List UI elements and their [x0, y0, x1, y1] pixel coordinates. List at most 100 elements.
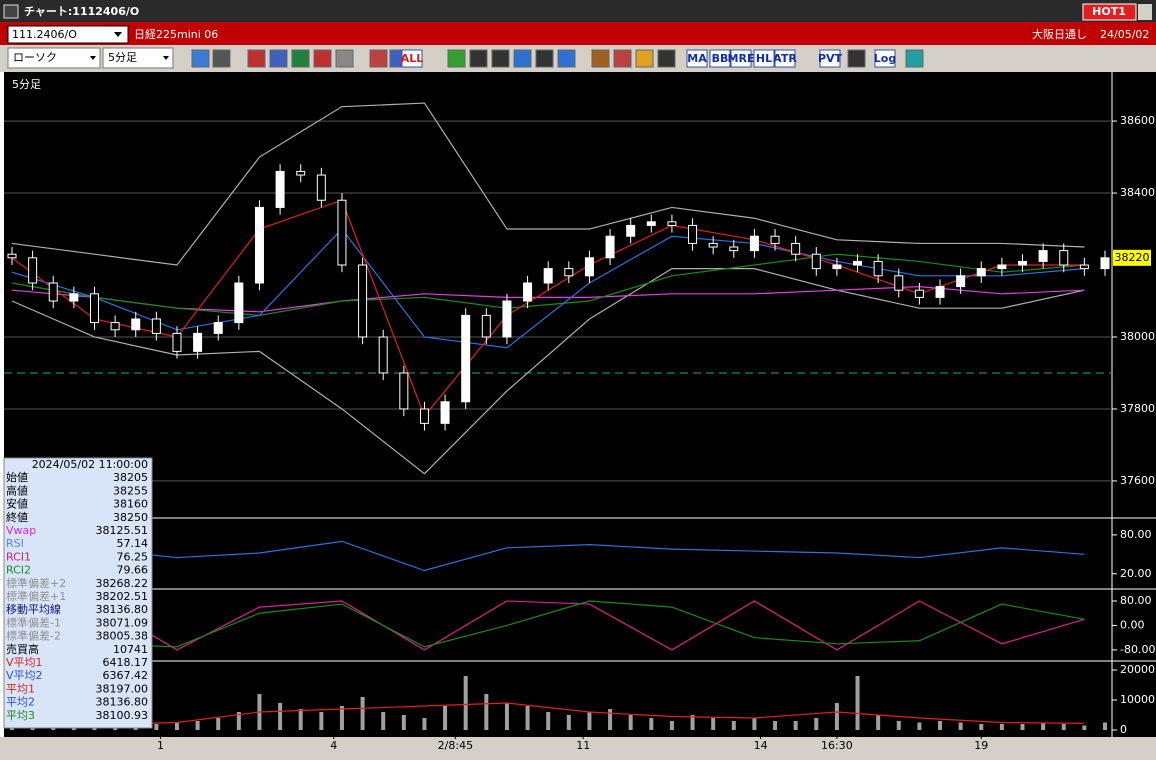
- info-panel: [3, 457, 153, 729]
- y-tick-label: 80.00: [1120, 594, 1152, 607]
- info-value: 38202.51: [96, 590, 149, 603]
- info-value: 38250: [113, 511, 148, 524]
- symbol-bar: [0, 22, 1156, 45]
- tool-icon-label[interactable]: Log: [874, 52, 896, 65]
- interval[interactable]: 5分足: [108, 51, 137, 64]
- tool-icon[interactable]: [753, 49, 775, 68]
- candle-body: [193, 332, 203, 352]
- info-label: 高値: [6, 483, 28, 497]
- y-tick-label: 20.00: [1120, 567, 1152, 580]
- info-label: 標準偏差+1: [6, 589, 66, 603]
- y-tick-label: 38600: [1120, 114, 1155, 127]
- candle-body: [110, 322, 120, 331]
- info-label: 安値: [6, 497, 28, 511]
- volume-bar: [195, 720, 200, 730]
- tool-icon[interactable]: [774, 49, 796, 68]
- candle-body: [729, 246, 739, 252]
- interval-select[interactable]: [102, 47, 174, 69]
- tool-icon[interactable]: [686, 49, 708, 68]
- info-label: V平均1: [6, 656, 43, 669]
- price-tag-label: 38220: [1115, 251, 1150, 264]
- tool-icon-label[interactable]: ALL: [401, 52, 424, 65]
- chart-style[interactable]: ローソク: [13, 51, 57, 64]
- tool-icon[interactable]: [819, 49, 841, 68]
- tool-icon[interactable]: [469, 49, 488, 68]
- tool-icon-label[interactable]: MA: [687, 52, 707, 65]
- tool-icon[interactable]: [513, 49, 532, 68]
- indicator-line: [11, 102, 1085, 266]
- volume-bar: [731, 720, 736, 730]
- candle-body: [997, 264, 1007, 270]
- x-tick-label: 1: [157, 739, 164, 752]
- price-tag: [1113, 249, 1151, 266]
- style-select[interactable]: [7, 47, 101, 69]
- tool-icon[interactable]: [447, 49, 466, 68]
- info-label: RCI1: [6, 550, 31, 563]
- candle-body: [914, 289, 924, 298]
- info-label: RSI: [6, 537, 24, 550]
- indicator-line: [11, 540, 1085, 572]
- candle-body: [1079, 264, 1089, 270]
- info-value: 38136.80: [96, 696, 149, 709]
- close-button[interactable]: [1138, 4, 1152, 20]
- tool-icon[interactable]: [313, 49, 332, 68]
- tool-icon-label[interactable]: PVT: [818, 52, 843, 65]
- dropdown-arrow: [90, 56, 96, 60]
- dropdown-arrow: [114, 32, 122, 37]
- tool-icon-label[interactable]: BB: [712, 52, 729, 65]
- candle-body: [626, 224, 636, 237]
- tool-icon[interactable]: [335, 49, 354, 68]
- x-tick-label: 14: [754, 739, 768, 752]
- tool-icon[interactable]: [247, 49, 266, 68]
- info-value: 38005.38: [96, 630, 149, 643]
- candle-body: [275, 170, 285, 208]
- tool-icon-label[interactable]: MRE: [728, 52, 755, 65]
- info-label: 平均3: [6, 709, 35, 722]
- tool-icon[interactable]: [191, 49, 210, 68]
- tool-icon[interactable]: [401, 49, 423, 68]
- tool-icon[interactable]: [557, 49, 576, 68]
- symbol-input[interactable]: [7, 25, 129, 44]
- date: 24/05/02: [1100, 28, 1149, 41]
- candle-body: [151, 318, 161, 334]
- candle-body: [502, 300, 512, 338]
- tool-icon[interactable]: [730, 49, 752, 68]
- volume-bar: [1082, 725, 1087, 730]
- tool-icon[interactable]: [847, 49, 866, 68]
- info-value: 38160: [113, 498, 148, 511]
- indicator-line: [12, 600, 1085, 648]
- info-label: 始値: [6, 470, 28, 484]
- volume-bar: [876, 714, 881, 730]
- tool-icon[interactable]: [905, 49, 924, 68]
- tool-icon[interactable]: [535, 49, 554, 68]
- info-value: 10741: [113, 643, 148, 656]
- candle-body: [811, 253, 821, 270]
- tool-icon[interactable]: [709, 49, 731, 68]
- tool-icon[interactable]: [874, 49, 896, 68]
- instrument-name: 日経225mini 06: [134, 28, 218, 41]
- hot-label[interactable]: HOT1: [1092, 5, 1126, 18]
- info-label: 標準偏差+2: [6, 576, 66, 590]
- tool-icon[interactable]: [269, 49, 288, 68]
- tool-icon[interactable]: [613, 49, 632, 68]
- info-label: RCI2: [6, 564, 31, 577]
- volume-bar: [711, 717, 716, 730]
- tool-icon[interactable]: [591, 49, 610, 68]
- candle-body: [316, 174, 326, 201]
- hot-badge[interactable]: [1082, 3, 1137, 21]
- tool-icon[interactable]: [657, 49, 676, 68]
- tool-icon[interactable]: [491, 49, 510, 68]
- x-tick-label: 11: [576, 739, 590, 752]
- tool-icon-label[interactable]: ATR: [773, 52, 797, 65]
- candle-body: [523, 282, 533, 302]
- candle-body: [770, 235, 780, 244]
- tool-icon-label[interactable]: HL: [756, 52, 772, 65]
- symbol[interactable]: 111.2406/O: [12, 28, 77, 41]
- tool-icon[interactable]: [635, 49, 654, 68]
- tool-icon[interactable]: [212, 49, 231, 68]
- x-tick-label: 19: [974, 739, 988, 752]
- candle-body: [234, 282, 244, 324]
- tool-icon[interactable]: [369, 49, 388, 68]
- tool-icon[interactable]: [291, 49, 310, 68]
